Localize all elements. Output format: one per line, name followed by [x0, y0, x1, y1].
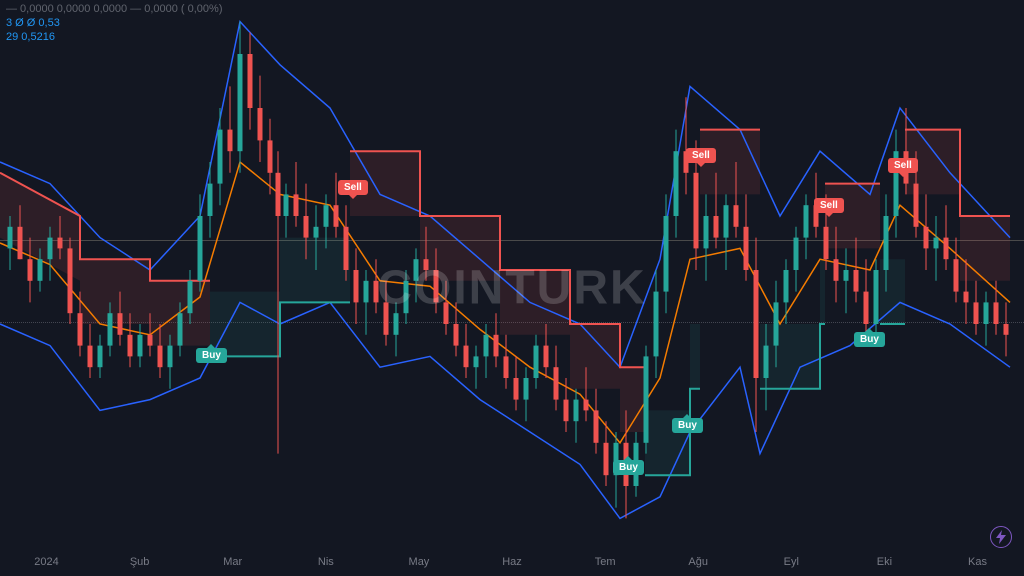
header-ohlc-info: — 0,0000 0,0000 0,0000 — 0,0000 ( 0,00%)…: [6, 2, 223, 44]
time-axis-label: Eyl: [745, 556, 838, 568]
time-axis-label: Haz: [465, 556, 558, 568]
indicator-values: 3 Ø Ø 0,53: [6, 16, 223, 30]
buy-signal-label: Buy: [672, 418, 703, 433]
time-axis-label: Nis: [279, 556, 372, 568]
time-axis-label: Kas: [931, 556, 1024, 568]
sell-signal-label: Sell: [686, 148, 716, 163]
buy-signal-label: Buy: [196, 348, 227, 363]
time-axis-label: Ağu: [652, 556, 745, 568]
buy-signal-label: Buy: [854, 332, 885, 347]
sell-signal-label: Sell: [814, 198, 844, 213]
time-axis-label: May: [372, 556, 465, 568]
time-axis-label: Eki: [838, 556, 931, 568]
buy-signal-label: Buy: [613, 460, 644, 475]
lightning-icon[interactable]: [990, 526, 1012, 548]
sell-signal-label: Sell: [888, 158, 918, 173]
chart-container[interactable]: — 0,0000 0,0000 0,0000 — 0,0000 ( 0,00%)…: [0, 0, 1024, 576]
time-axis-label: Mar: [186, 556, 279, 568]
indicator-values-2: 29 0,5216: [6, 30, 223, 44]
time-axis-label: 2024: [0, 556, 93, 568]
time-axis-label: Şub: [93, 556, 186, 568]
sell-signal-label: Sell: [338, 180, 368, 195]
ohlc-line: — 0,0000 0,0000 0,0000 — 0,0000 ( 0,00%): [6, 2, 223, 16]
time-axis-label: Tem: [559, 556, 652, 568]
price-chart-svg: [0, 0, 1024, 540]
time-axis: 2024ŞubMarNisMayHazTemAğuEylEkiKas: [0, 552, 1024, 572]
